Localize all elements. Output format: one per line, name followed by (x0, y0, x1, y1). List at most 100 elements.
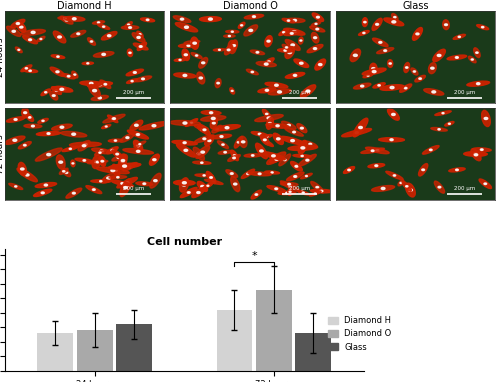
Ellipse shape (435, 111, 451, 115)
Ellipse shape (92, 155, 101, 168)
Ellipse shape (4, 136, 25, 144)
Ellipse shape (52, 87, 72, 92)
Ellipse shape (212, 122, 216, 124)
Ellipse shape (232, 157, 235, 159)
Ellipse shape (18, 142, 32, 149)
Ellipse shape (212, 117, 215, 120)
Ellipse shape (193, 161, 211, 164)
Ellipse shape (474, 48, 480, 58)
Ellipse shape (275, 159, 278, 160)
Ellipse shape (433, 49, 446, 62)
Ellipse shape (448, 123, 450, 124)
Ellipse shape (288, 20, 290, 21)
Ellipse shape (184, 40, 200, 44)
Ellipse shape (376, 23, 378, 25)
Ellipse shape (264, 58, 274, 65)
Ellipse shape (422, 169, 424, 171)
Ellipse shape (207, 185, 209, 186)
Ellipse shape (192, 188, 205, 197)
Ellipse shape (230, 176, 240, 192)
Ellipse shape (294, 176, 296, 177)
Ellipse shape (278, 91, 281, 93)
Ellipse shape (150, 154, 160, 165)
Ellipse shape (134, 76, 152, 82)
Ellipse shape (197, 153, 200, 155)
Ellipse shape (293, 19, 296, 21)
Ellipse shape (218, 151, 232, 154)
Ellipse shape (32, 125, 34, 127)
Ellipse shape (302, 192, 304, 193)
Ellipse shape (251, 190, 262, 199)
Ellipse shape (116, 176, 119, 178)
Ellipse shape (193, 42, 196, 44)
Ellipse shape (56, 86, 73, 92)
Ellipse shape (74, 74, 76, 75)
Ellipse shape (217, 83, 220, 84)
Ellipse shape (118, 154, 128, 167)
Ellipse shape (372, 71, 376, 73)
Ellipse shape (13, 139, 17, 141)
Ellipse shape (6, 117, 25, 122)
Bar (256, 290, 292, 371)
Ellipse shape (284, 159, 286, 160)
Ellipse shape (128, 27, 132, 28)
Ellipse shape (96, 161, 99, 163)
Ellipse shape (90, 83, 93, 84)
Ellipse shape (136, 134, 140, 136)
Ellipse shape (360, 85, 364, 87)
Ellipse shape (278, 191, 296, 194)
Ellipse shape (306, 90, 310, 92)
Ellipse shape (22, 108, 29, 118)
Ellipse shape (25, 68, 28, 69)
Ellipse shape (320, 190, 323, 192)
Ellipse shape (372, 38, 388, 47)
Ellipse shape (72, 71, 78, 78)
Ellipse shape (301, 147, 304, 149)
Ellipse shape (282, 18, 295, 23)
Ellipse shape (64, 18, 66, 19)
Ellipse shape (117, 157, 120, 159)
Ellipse shape (228, 36, 230, 37)
Ellipse shape (216, 128, 218, 130)
Ellipse shape (183, 74, 187, 76)
Ellipse shape (279, 154, 290, 166)
Ellipse shape (88, 38, 96, 45)
Ellipse shape (282, 32, 284, 33)
Ellipse shape (96, 167, 129, 174)
Ellipse shape (117, 177, 138, 188)
Ellipse shape (136, 145, 140, 147)
Ellipse shape (214, 49, 226, 51)
Ellipse shape (363, 74, 373, 78)
Ellipse shape (412, 28, 422, 40)
Ellipse shape (140, 18, 154, 22)
Ellipse shape (265, 83, 288, 88)
Ellipse shape (108, 35, 111, 37)
Ellipse shape (212, 125, 222, 133)
Ellipse shape (264, 139, 266, 141)
Ellipse shape (240, 136, 247, 147)
Ellipse shape (390, 86, 394, 89)
Ellipse shape (199, 77, 202, 79)
Ellipse shape (255, 115, 283, 121)
Text: 200 μm: 200 μm (454, 90, 475, 95)
Ellipse shape (226, 170, 237, 177)
Ellipse shape (197, 72, 205, 84)
Ellipse shape (134, 43, 148, 50)
Ellipse shape (194, 125, 208, 130)
Ellipse shape (20, 26, 23, 28)
Ellipse shape (246, 69, 258, 75)
Ellipse shape (482, 110, 490, 126)
Ellipse shape (9, 183, 22, 189)
Ellipse shape (224, 45, 232, 55)
Ellipse shape (64, 16, 85, 21)
Ellipse shape (442, 113, 444, 114)
Ellipse shape (62, 146, 78, 152)
Ellipse shape (24, 112, 26, 113)
Ellipse shape (266, 123, 289, 128)
Ellipse shape (94, 150, 106, 155)
Ellipse shape (311, 181, 324, 193)
Ellipse shape (126, 137, 129, 139)
Ellipse shape (46, 154, 50, 156)
Ellipse shape (438, 54, 441, 57)
Ellipse shape (116, 153, 118, 155)
